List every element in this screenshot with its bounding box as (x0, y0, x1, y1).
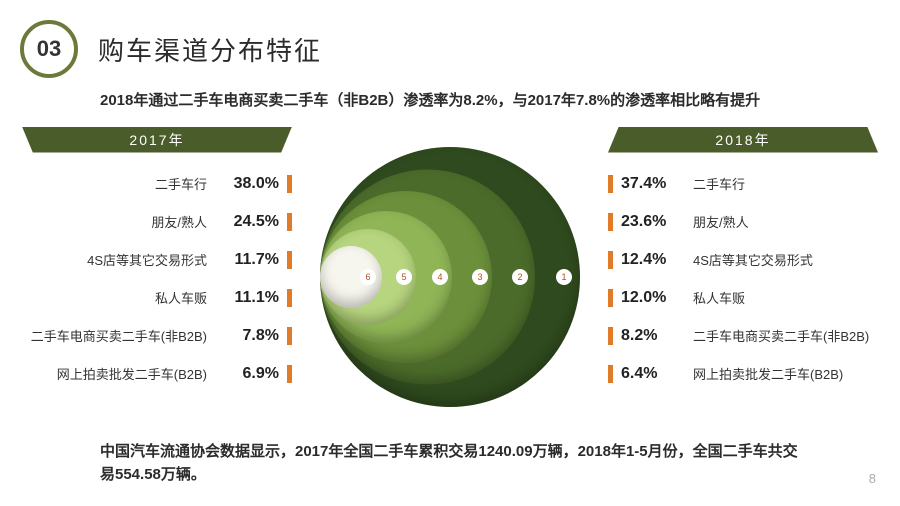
data-row: 二手车电商买卖二手车(非B2B) 7.8% (22, 317, 292, 355)
header: 03 购车渠道分布特征 (0, 0, 900, 78)
column-2017: 二手车行 38.0% 朋友/熟人 24.5% 4S店等其它交易形式 11.7% 私人车贩 11… (22, 165, 292, 393)
tick-marker (608, 327, 613, 345)
row-label: 朋友/熟人 (693, 212, 749, 231)
tick-marker (287, 365, 292, 383)
column-2018: 37.4% 二手车行 23.6% 朋友/熟人 12.4% 4S店等其它交易形式 12.0% 私… (608, 165, 878, 393)
row-label: 二手车行 (155, 174, 207, 193)
data-row: 朋友/熟人 24.5% (22, 203, 292, 241)
tick-marker (608, 213, 613, 231)
footer-text: 中国汽车流通协会数据显示，2017年全国二手车累积交易1240.09万辆，201… (100, 441, 800, 486)
section-badge: 03 (20, 20, 78, 78)
tick-marker (608, 251, 613, 269)
tick-marker (287, 327, 292, 345)
data-row: 8.2% 二手车电商买卖二手车(非B2B) (608, 317, 878, 355)
row-percent: 11.7% (219, 251, 279, 269)
data-row: 12.0% 私人车贩 (608, 279, 878, 317)
chart-area: 2017年 2018年 二手车行 38.0% 朋友/熟人 24.5% 4S店等其它交易形… (0, 127, 900, 407)
data-row: 私人车贩 11.1% (22, 279, 292, 317)
row-label: 网上拍卖批发二手车(B2B) (57, 364, 207, 383)
row-label: 朋友/熟人 (151, 212, 207, 231)
data-row: 二手车行 38.0% (22, 165, 292, 203)
ring-number: 4 (432, 269, 448, 285)
row-label: 二手车电商买卖二手车(非B2B) (693, 326, 869, 345)
ring-number: 2 (512, 269, 528, 285)
page-title: 购车渠道分布特征 (98, 31, 322, 68)
year-banner-right: 2018年 (608, 127, 878, 153)
row-percent: 12.0% (621, 289, 681, 307)
subtitle-text: 2018年通过二手车电商买卖二手车（非B2B）渗透率为8.2%，与2017年7.… (100, 90, 800, 113)
data-row: 23.6% 朋友/熟人 (608, 203, 878, 241)
tick-marker (608, 175, 613, 193)
data-row: 37.4% 二手车行 (608, 165, 878, 203)
row-percent: 6.9% (219, 365, 279, 383)
row-label: 私人车贩 (693, 288, 745, 307)
ring-number: 5 (396, 269, 412, 285)
row-percent: 37.4% (621, 175, 681, 193)
ring-number: 3 (472, 269, 488, 285)
ring-number: 6 (360, 269, 376, 285)
row-label: 二手车电商买卖二手车(非B2B) (31, 326, 207, 345)
data-row: 4S店等其它交易形式 11.7% (22, 241, 292, 279)
year-banner-left: 2017年 (22, 127, 292, 153)
tick-marker (608, 289, 613, 307)
row-label: 4S店等其它交易形式 (693, 250, 813, 269)
row-label: 私人车贩 (155, 288, 207, 307)
row-percent: 8.2% (621, 327, 681, 345)
row-percent: 6.4% (621, 365, 681, 383)
row-label: 二手车行 (693, 174, 745, 193)
nested-circles: 1 2 3 4 5 6 (320, 147, 580, 407)
data-row: 12.4% 4S店等其它交易形式 (608, 241, 878, 279)
row-percent: 23.6% (621, 213, 681, 231)
page-number: 8 (869, 471, 876, 486)
row-percent: 24.5% (219, 213, 279, 231)
row-label: 4S店等其它交易形式 (87, 250, 207, 269)
tick-marker (287, 175, 292, 193)
row-percent: 11.1% (219, 289, 279, 307)
tick-marker (608, 365, 613, 383)
tick-marker (287, 251, 292, 269)
data-row: 网上拍卖批发二手车(B2B) 6.9% (22, 355, 292, 393)
row-label: 网上拍卖批发二手车(B2B) (693, 364, 843, 383)
tick-marker (287, 289, 292, 307)
row-percent: 12.4% (621, 251, 681, 269)
ring-number: 1 (556, 269, 572, 285)
tick-marker (287, 213, 292, 231)
row-percent: 7.8% (219, 327, 279, 345)
row-percent: 38.0% (219, 175, 279, 193)
data-row: 6.4% 网上拍卖批发二手车(B2B) (608, 355, 878, 393)
